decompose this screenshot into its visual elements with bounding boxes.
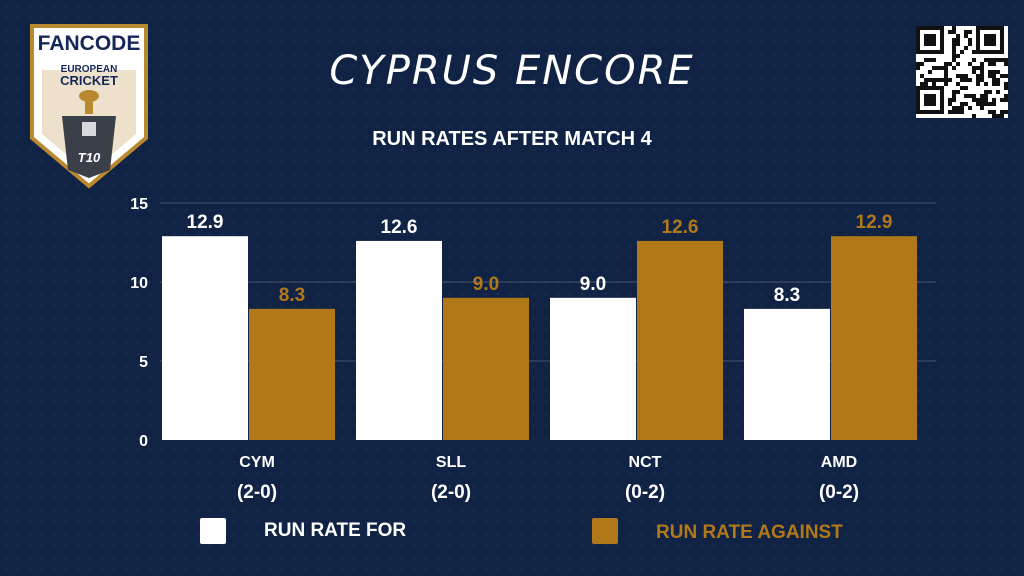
x-tick-label: SLL xyxy=(436,454,466,471)
bar xyxy=(831,236,917,440)
fancode-european-cricket-logo: FANCODE EUROPEAN CRICKET T10 xyxy=(30,24,148,189)
x-tick-label: AMD xyxy=(821,454,857,471)
svg-text:T10: T10 xyxy=(78,150,101,165)
x-tick-label: CYM xyxy=(239,454,275,471)
x-tick-sublabel: (2-0) xyxy=(237,482,277,503)
svg-text:EUROPEAN: EUROPEAN xyxy=(61,64,118,75)
y-tick-label: 10 xyxy=(130,275,148,292)
bar xyxy=(637,240,723,440)
bar xyxy=(744,308,830,440)
x-tick-label: NCT xyxy=(629,454,662,471)
y-tick-label: 5 xyxy=(139,354,148,371)
legend-label-for: RUN RATE FOR xyxy=(264,520,407,541)
legend-swatch-against xyxy=(592,518,618,544)
data-label: 8.3 xyxy=(774,285,800,306)
bar xyxy=(356,240,442,440)
data-label: 8.3 xyxy=(279,285,305,306)
y-tick-label: 0 xyxy=(139,433,148,450)
legend-label-against: RUN RATE AGAINST xyxy=(656,522,843,543)
data-label: 9.0 xyxy=(580,274,606,295)
bar xyxy=(550,297,636,440)
bar xyxy=(443,297,529,440)
x-tick-sublabel: (0-2) xyxy=(625,482,665,503)
data-label: 12.6 xyxy=(381,217,418,238)
chart-subtitle: RUN RATES AFTER MATCH 4 xyxy=(372,128,652,150)
svg-text:CRICKET: CRICKET xyxy=(60,73,118,88)
data-label: 12.9 xyxy=(187,212,224,233)
x-tick-sublabel: (2-0) xyxy=(431,482,471,503)
y-tick-label: 15 xyxy=(130,196,148,213)
data-label: 12.9 xyxy=(856,212,893,233)
data-label: 9.0 xyxy=(473,274,499,295)
svg-text:FANCODE: FANCODE xyxy=(38,32,141,55)
legend-swatch-for xyxy=(200,518,226,544)
bar xyxy=(162,236,248,440)
chart-title: CYPRUS ENCORE xyxy=(329,48,695,94)
data-label: 12.6 xyxy=(662,217,699,238)
qr-code-icon xyxy=(916,26,1008,118)
x-tick-sublabel: (0-2) xyxy=(819,482,859,503)
bar xyxy=(249,308,335,440)
